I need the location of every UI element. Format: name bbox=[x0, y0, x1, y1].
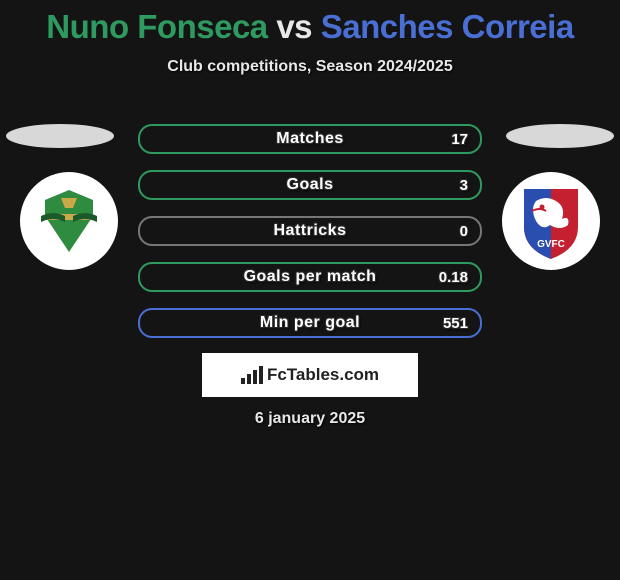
club1-crest-icon bbox=[39, 186, 99, 256]
stat-label: Matches bbox=[276, 130, 344, 148]
stat-label: Goals per match bbox=[244, 268, 377, 286]
player1-name: Nuno Fonseca bbox=[46, 8, 267, 45]
stat-label: Goals bbox=[287, 176, 334, 194]
stats-panel: Matches 17 Goals 3 Hattricks 0 Goals per… bbox=[138, 124, 482, 354]
stat-row-goals-per-match: Goals per match 0.18 bbox=[138, 262, 482, 292]
stat-row-min-per-goal: Min per goal 551 bbox=[138, 308, 482, 338]
stat-value: 0.18 bbox=[439, 269, 468, 286]
stat-row-hattricks: Hattricks 0 bbox=[138, 216, 482, 246]
stat-label: Min per goal bbox=[260, 314, 360, 332]
brand-text: FcTables.com bbox=[267, 365, 379, 385]
club2-badge: GVFC bbox=[502, 172, 600, 270]
stat-value: 3 bbox=[460, 177, 468, 194]
player2-name: Sanches Correia bbox=[321, 8, 574, 45]
stat-row-goals: Goals 3 bbox=[138, 170, 482, 200]
bar-chart-icon bbox=[241, 366, 263, 384]
club1-badge bbox=[20, 172, 118, 270]
subtitle: Club competitions, Season 2024/2025 bbox=[0, 58, 620, 76]
player1-avatar-placeholder bbox=[6, 124, 114, 148]
vs-text: vs bbox=[276, 8, 312, 45]
stat-value: 551 bbox=[443, 315, 468, 332]
comparison-title: Nuno Fonseca vs Sanches Correia bbox=[0, 0, 620, 46]
brand-watermark: FcTables.com bbox=[202, 353, 418, 397]
stat-value: 17 bbox=[451, 131, 468, 148]
player2-avatar-placeholder bbox=[506, 124, 614, 148]
club2-label: GVFC bbox=[537, 239, 565, 250]
club2-crest-icon: GVFC bbox=[516, 181, 586, 261]
stat-row-matches: Matches 17 bbox=[138, 124, 482, 154]
stat-value: 0 bbox=[460, 223, 468, 240]
stat-label: Hattricks bbox=[274, 222, 347, 240]
footer-date: 6 january 2025 bbox=[0, 410, 620, 428]
